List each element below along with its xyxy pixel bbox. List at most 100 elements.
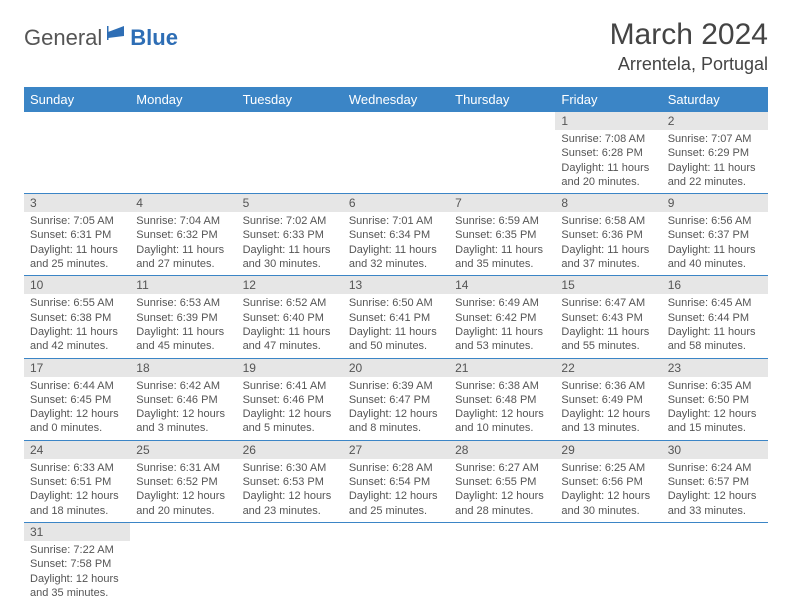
- day-detail-line: and 50 minutes.: [349, 339, 443, 353]
- day-detail-line: and 10 minutes.: [455, 421, 549, 435]
- day-details: Sunrise: 6:59 AMSunset: 6:35 PMDaylight:…: [449, 212, 555, 275]
- day-detail-line: Daylight: 12 hours: [30, 572, 124, 586]
- day-number: 28: [449, 441, 555, 459]
- day-number: 13: [343, 276, 449, 294]
- calendar-cell: 16Sunrise: 6:45 AMSunset: 6:44 PMDayligh…: [662, 276, 768, 358]
- day-details: Sunrise: 6:36 AMSunset: 6:49 PMDaylight:…: [555, 377, 661, 440]
- day-detail-line: Sunset: 6:46 PM: [136, 393, 230, 407]
- day-detail-line: Sunrise: 7:22 AM: [30, 543, 124, 557]
- day-number-empty: [343, 112, 449, 128]
- calendar-cell: [662, 522, 768, 604]
- calendar-cell: [130, 522, 236, 604]
- day-detail-line: and 13 minutes.: [561, 421, 655, 435]
- day-detail-line: Daylight: 11 hours: [30, 325, 124, 339]
- day-detail-line: Daylight: 11 hours: [668, 243, 762, 257]
- day-detail-line: Daylight: 11 hours: [455, 243, 549, 257]
- day-detail-line: and 5 minutes.: [243, 421, 337, 435]
- day-detail-line: Sunrise: 6:47 AM: [561, 296, 655, 310]
- calendar-cell: 29Sunrise: 6:25 AMSunset: 6:56 PMDayligh…: [555, 440, 661, 522]
- day-detail-line: Sunset: 6:52 PM: [136, 475, 230, 489]
- calendar-week-row: 1Sunrise: 7:08 AMSunset: 6:28 PMDaylight…: [24, 112, 768, 194]
- day-details: Sunrise: 6:35 AMSunset: 6:50 PMDaylight:…: [662, 377, 768, 440]
- calendar-cell: [343, 522, 449, 604]
- day-number: 16: [662, 276, 768, 294]
- day-details: Sunrise: 6:38 AMSunset: 6:48 PMDaylight:…: [449, 377, 555, 440]
- day-detail-line: Sunrise: 6:49 AM: [455, 296, 549, 310]
- day-detail-line: Sunset: 6:41 PM: [349, 311, 443, 325]
- calendar-cell: 14Sunrise: 6:49 AMSunset: 6:42 PMDayligh…: [449, 276, 555, 358]
- day-detail-line: and 30 minutes.: [243, 257, 337, 271]
- day-detail-line: Daylight: 12 hours: [668, 489, 762, 503]
- calendar-cell: 24Sunrise: 6:33 AMSunset: 6:51 PMDayligh…: [24, 440, 130, 522]
- day-detail-line: Sunset: 6:39 PM: [136, 311, 230, 325]
- day-detail-line: Sunrise: 7:04 AM: [136, 214, 230, 228]
- day-detail-line: and 20 minutes.: [561, 175, 655, 189]
- day-number: 31: [24, 523, 130, 541]
- location: Arrentela, Portugal: [610, 54, 768, 75]
- calendar-cell: 1Sunrise: 7:08 AMSunset: 6:28 PMDaylight…: [555, 112, 661, 194]
- day-detail-line: Daylight: 12 hours: [136, 407, 230, 421]
- calendar-cell: 5Sunrise: 7:02 AMSunset: 6:33 PMDaylight…: [237, 194, 343, 276]
- day-number-empty: [449, 112, 555, 128]
- day-detail-line: Sunrise: 6:42 AM: [136, 379, 230, 393]
- day-detail-line: Daylight: 11 hours: [455, 325, 549, 339]
- calendar-week-row: 24Sunrise: 6:33 AMSunset: 6:51 PMDayligh…: [24, 440, 768, 522]
- calendar-cell: 7Sunrise: 6:59 AMSunset: 6:35 PMDaylight…: [449, 194, 555, 276]
- day-detail-line: Daylight: 11 hours: [30, 243, 124, 257]
- day-detail-line: Sunrise: 7:08 AM: [561, 132, 655, 146]
- day-number-empty: [343, 523, 449, 539]
- day-detail-line: Sunset: 6:33 PM: [243, 228, 337, 242]
- day-detail-line: Sunrise: 7:05 AM: [30, 214, 124, 228]
- day-detail-line: Daylight: 11 hours: [136, 325, 230, 339]
- day-details: Sunrise: 6:56 AMSunset: 6:37 PMDaylight:…: [662, 212, 768, 275]
- day-detail-line: Sunrise: 6:50 AM: [349, 296, 443, 310]
- day-number: 8: [555, 194, 661, 212]
- day-detail-line: Sunrise: 6:33 AM: [30, 461, 124, 475]
- day-detail-line: and 35 minutes.: [455, 257, 549, 271]
- day-detail-line: Sunrise: 6:25 AM: [561, 461, 655, 475]
- calendar-cell: 19Sunrise: 6:41 AMSunset: 6:46 PMDayligh…: [237, 358, 343, 440]
- day-detail-line: Sunrise: 6:52 AM: [243, 296, 337, 310]
- calendar-cell: [449, 112, 555, 194]
- day-number: 14: [449, 276, 555, 294]
- day-number: 4: [130, 194, 236, 212]
- day-detail-line: Sunrise: 6:45 AM: [668, 296, 762, 310]
- calendar-cell: [237, 522, 343, 604]
- day-detail-line: and 27 minutes.: [136, 257, 230, 271]
- day-detail-line: Sunrise: 6:27 AM: [455, 461, 549, 475]
- day-number-empty: [449, 523, 555, 539]
- day-detail-line: Daylight: 11 hours: [561, 243, 655, 257]
- day-detail-line: Sunset: 6:56 PM: [561, 475, 655, 489]
- logo-text-blue: Blue: [130, 25, 178, 51]
- day-detail-line: and 20 minutes.: [136, 504, 230, 518]
- day-number: 25: [130, 441, 236, 459]
- day-detail-line: Sunset: 6:38 PM: [30, 311, 124, 325]
- day-details: Sunrise: 6:41 AMSunset: 6:46 PMDaylight:…: [237, 377, 343, 440]
- day-number: 1: [555, 112, 661, 130]
- day-detail-line: and 37 minutes.: [561, 257, 655, 271]
- day-detail-line: Sunset: 6:36 PM: [561, 228, 655, 242]
- day-detail-line: Sunset: 6:45 PM: [30, 393, 124, 407]
- logo: General Blue: [24, 24, 178, 51]
- day-details: Sunrise: 7:05 AMSunset: 6:31 PMDaylight:…: [24, 212, 130, 275]
- day-detail-line: Sunrise: 7:01 AM: [349, 214, 443, 228]
- calendar-week-row: 31Sunrise: 7:22 AMSunset: 7:58 PMDayligh…: [24, 522, 768, 604]
- day-detail-line: and 15 minutes.: [668, 421, 762, 435]
- calendar-table: SundayMondayTuesdayWednesdayThursdayFrid…: [24, 87, 768, 604]
- day-detail-line: Sunrise: 6:24 AM: [668, 461, 762, 475]
- day-details: Sunrise: 7:01 AMSunset: 6:34 PMDaylight:…: [343, 212, 449, 275]
- weekday-header: Thursday: [449, 87, 555, 112]
- day-details: Sunrise: 6:30 AMSunset: 6:53 PMDaylight:…: [237, 459, 343, 522]
- day-number: 10: [24, 276, 130, 294]
- day-detail-line: Daylight: 12 hours: [561, 489, 655, 503]
- calendar-cell: 17Sunrise: 6:44 AMSunset: 6:45 PMDayligh…: [24, 358, 130, 440]
- day-detail-line: Sunrise: 6:30 AM: [243, 461, 337, 475]
- calendar-cell: 18Sunrise: 6:42 AMSunset: 6:46 PMDayligh…: [130, 358, 236, 440]
- day-detail-line: and 25 minutes.: [349, 504, 443, 518]
- day-number: 20: [343, 359, 449, 377]
- day-number: 22: [555, 359, 661, 377]
- calendar-week-row: 3Sunrise: 7:05 AMSunset: 6:31 PMDaylight…: [24, 194, 768, 276]
- day-detail-line: and 3 minutes.: [136, 421, 230, 435]
- day-number: 3: [24, 194, 130, 212]
- day-detail-line: Sunrise: 6:41 AM: [243, 379, 337, 393]
